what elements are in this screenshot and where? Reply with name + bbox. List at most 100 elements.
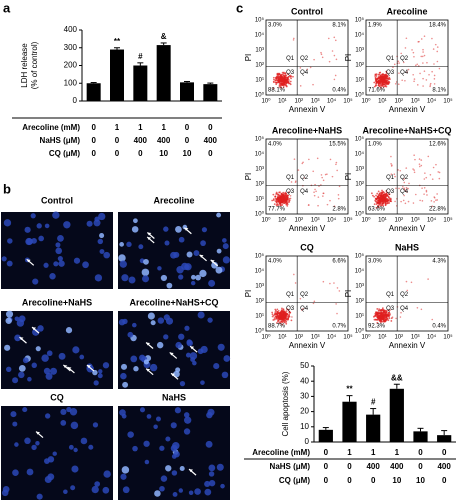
event [303, 177, 306, 179]
nucleus [149, 363, 158, 372]
event [333, 54, 336, 57]
nucleus [174, 407, 181, 414]
event [428, 73, 430, 76]
nucleus [215, 266, 223, 274]
event [403, 188, 406, 191]
event [282, 195, 285, 198]
event [380, 311, 383, 313]
condition-label: Arecoline (mM) [22, 123, 80, 132]
event [405, 37, 408, 40]
x-tick-label: 10³ [411, 218, 420, 224]
event [382, 86, 385, 88]
y-tick-label: 10¹ [355, 314, 364, 320]
event [279, 82, 281, 85]
event [379, 321, 382, 324]
condition-value: 400 [390, 462, 404, 471]
nucleus [170, 422, 177, 429]
y-tick-label: 10⁴ [355, 151, 365, 158]
event [399, 316, 402, 318]
event [422, 48, 424, 51]
event [278, 318, 281, 321]
event [287, 79, 290, 81]
nucleus [126, 241, 132, 248]
event [302, 161, 304, 164]
nucleus [97, 373, 103, 379]
nucleus [143, 258, 149, 265]
y-axis-label: PI [344, 54, 353, 62]
y-axis-label: PI [244, 290, 253, 298]
event [381, 189, 383, 192]
event [281, 307, 283, 310]
condition-value: 0 [418, 462, 423, 471]
nucleus [223, 355, 231, 362]
event [412, 202, 415, 204]
event [416, 84, 419, 86]
nucleus [146, 414, 152, 419]
event [297, 169, 300, 171]
event [408, 182, 410, 185]
nucleus [139, 407, 146, 413]
event [374, 75, 376, 77]
image-title: CQ [50, 392, 64, 402]
nucleus [98, 369, 103, 374]
nucleus [185, 352, 191, 358]
event [406, 191, 408, 193]
nucleus [30, 213, 36, 219]
nucleus [91, 485, 99, 494]
event [386, 202, 389, 205]
event [429, 85, 431, 88]
event [272, 198, 275, 200]
y-tick-label: 10⁵ [255, 253, 265, 260]
event [331, 50, 334, 52]
event [275, 201, 278, 203]
nucleus [172, 491, 178, 497]
nucleus [183, 428, 191, 435]
nucleus [220, 483, 225, 489]
image-title: Control [41, 195, 73, 205]
event [285, 310, 288, 313]
event [381, 73, 384, 76]
x-axis-label: Annexin V [389, 341, 426, 350]
nucleus [52, 451, 57, 456]
y-tick-label: 0 [73, 96, 78, 105]
nucleus [119, 409, 126, 416]
quadrant-label: Q1 [286, 292, 295, 298]
y-tick-label: 30 [300, 392, 309, 401]
condition-value: 0 [371, 476, 376, 485]
event [279, 204, 282, 207]
arrow-head [26, 259, 31, 263]
event [381, 195, 384, 198]
event [377, 309, 380, 312]
nucleus [160, 274, 168, 282]
y-axis-label: PI [244, 54, 253, 62]
event [420, 38, 423, 40]
event [283, 312, 286, 315]
condition-value: 400 [437, 462, 451, 471]
quadrant-percent: 15.5% [329, 142, 347, 148]
event [406, 289, 409, 292]
condition-value: 0 [115, 136, 120, 145]
nucleus [155, 416, 161, 422]
quadrant-percent: 6.6% [332, 259, 346, 265]
bar [86, 83, 101, 101]
event [387, 196, 390, 199]
event [418, 163, 421, 165]
event [431, 178, 434, 180]
event [417, 41, 420, 43]
condition-label: Arecoline (mM) [252, 448, 310, 457]
event [314, 188, 316, 191]
event [378, 85, 381, 88]
event [405, 280, 408, 283]
event [376, 316, 379, 319]
nucleus [70, 421, 79, 430]
event [392, 66, 394, 69]
image-background [118, 212, 230, 289]
nucleus [128, 276, 136, 284]
nucleus [165, 436, 171, 442]
event [334, 39, 337, 42]
event [282, 193, 285, 196]
nucleus [170, 444, 178, 452]
arrow-head [190, 346, 195, 350]
event [376, 308, 379, 310]
event [287, 317, 290, 320]
